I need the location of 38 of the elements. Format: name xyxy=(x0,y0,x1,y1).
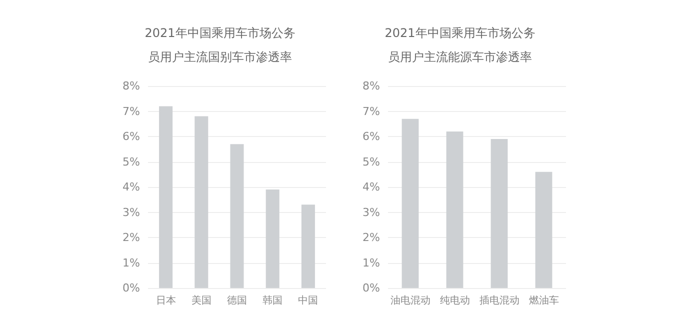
y-tick-label: 0% xyxy=(362,282,380,294)
x-tick-label: 日本 xyxy=(156,294,176,306)
y-tick-label: 7% xyxy=(362,104,380,118)
y-tick-label: 5% xyxy=(362,155,380,168)
y-tick-label: 5% xyxy=(122,155,140,168)
y-tick-label: 1% xyxy=(122,256,140,270)
y-tick-label: 1% xyxy=(362,256,380,270)
y-tick-label: 6% xyxy=(362,130,380,143)
y-tick-label: 6% xyxy=(122,130,140,143)
bar xyxy=(159,106,173,288)
chart-title: 2021年中国乘用车市场公务员用户主流能源车市渗透率 xyxy=(384,26,536,64)
bar xyxy=(490,139,508,288)
x-tick-label: 美国 xyxy=(191,294,212,306)
y-tick-label: 3% xyxy=(362,206,380,219)
x-tick-label: 油电混动 xyxy=(390,294,430,306)
x-tick-label: 中国 xyxy=(298,294,318,306)
y-tick-label: 4% xyxy=(122,180,140,194)
bar xyxy=(301,204,315,288)
bar xyxy=(402,118,419,288)
y-tick-label: 8% xyxy=(362,80,380,92)
bar xyxy=(535,172,552,288)
x-tick-label: 纯电动 xyxy=(440,294,470,306)
y-tick-label: 8% xyxy=(122,80,140,92)
x-tick-label: 韩国 xyxy=(262,294,283,306)
y-tick-label: 7% xyxy=(122,104,140,118)
x-tick-label: 插电混动 xyxy=(479,294,520,306)
y-tick-label: 2% xyxy=(122,231,140,244)
bar xyxy=(446,131,464,288)
bar xyxy=(194,116,208,288)
x-tick-label: 德国 xyxy=(227,296,247,306)
y-tick-label: 3% xyxy=(122,206,140,219)
bar xyxy=(230,144,244,288)
y-tick-label: 4% xyxy=(362,180,380,194)
x-tick-label: 燃油车 xyxy=(528,294,559,306)
y-tick-label: 0% xyxy=(122,282,140,294)
bar xyxy=(266,190,280,288)
y-tick-label: 2% xyxy=(362,231,380,244)
chart-title: 2021年中国乘用车市场公务员用户主流国别车市渗透率 xyxy=(144,26,296,64)
